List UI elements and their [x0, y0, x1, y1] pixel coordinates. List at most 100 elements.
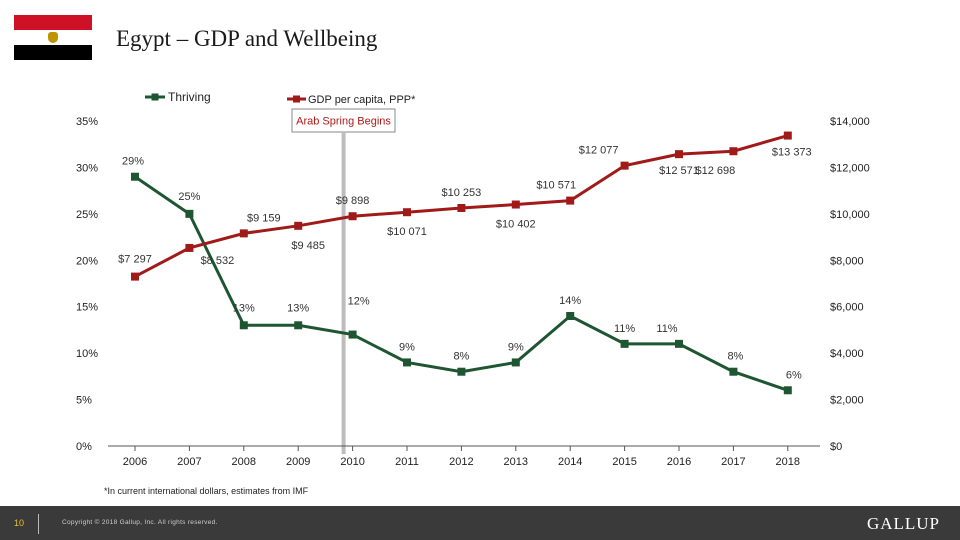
- footer-divider: [38, 514, 39, 534]
- x-tick-label: 2011: [395, 456, 419, 468]
- thriving-data-label: 6%: [786, 369, 802, 381]
- gdp-data-label: $13 373: [772, 147, 812, 159]
- thriving-point: [566, 312, 575, 320]
- gdp-data-label: $9 898: [336, 195, 370, 207]
- gdp-data-label: $10 253: [442, 187, 482, 199]
- legend: Thriving GDP per capita, PPP*: [145, 90, 416, 106]
- y-right-tick-label: $10,000: [830, 209, 870, 221]
- flag-band-black: [14, 45, 92, 60]
- gdp-data-label: $12 698: [696, 165, 736, 177]
- gdp-data-label: $7 297: [118, 254, 152, 266]
- gdp-point: [457, 203, 466, 212]
- thriving-point: [239, 321, 248, 330]
- x-tick-label: 2009: [286, 456, 310, 468]
- x-tick-label: 2015: [612, 456, 636, 468]
- x-tick-label: 2008: [232, 456, 256, 468]
- gdp-point: [131, 272, 139, 281]
- thriving-point: [675, 339, 683, 348]
- y-right-tick-label: $8,000: [830, 255, 864, 267]
- thriving-point: [403, 358, 411, 367]
- thriving-data-label: 8%: [727, 351, 743, 363]
- gdp-data-label: $12 077: [579, 145, 619, 157]
- copyright: Copyright © 2018 Gallup, Inc. All rights…: [62, 519, 218, 526]
- x-tick-label: 2006: [123, 456, 147, 468]
- x-tick-label: 2007: [177, 456, 201, 468]
- eagle-icon: [48, 32, 58, 43]
- y-right-tick-label: $12,000: [830, 162, 870, 174]
- thriving-data-label: 11%: [614, 323, 635, 335]
- gdp-point: [403, 208, 411, 217]
- y-left-tick-label: 0%: [76, 441, 92, 453]
- flag-band-white: [14, 30, 92, 45]
- thriving-series: 29% 25% 13% 13% 12% 9% 8% 9% 14% 11% 11% 8% 6%: [122, 156, 802, 395]
- gdp-data-label: $9 485: [291, 240, 325, 252]
- gdp-data-label: $8 532: [201, 255, 235, 267]
- gdp-data-label: $12 571: [659, 165, 699, 177]
- gdp-point: [294, 221, 303, 230]
- gdp-point: [511, 200, 520, 209]
- thriving-point: [185, 209, 194, 218]
- y-left-tick-label: 35%: [76, 116, 98, 128]
- y-left-tick-label: 10%: [76, 348, 98, 360]
- gallup-logo: GALLUP: [866, 514, 940, 533]
- legend-gdp-label: GDP per capita, PPP*: [308, 94, 416, 106]
- y-left-tick-label: 15%: [76, 302, 98, 314]
- y-left-tick-label: 5%: [76, 395, 92, 407]
- egypt-flag: [14, 15, 92, 60]
- thriving-point: [131, 172, 139, 181]
- gdp-data-label: $9 159: [247, 212, 281, 224]
- thriving-data-label: 12%: [348, 296, 370, 308]
- thriving-point: [783, 386, 792, 395]
- y-right-tick-label: $14,000: [830, 116, 870, 128]
- thriving-data-label: 13%: [287, 302, 309, 314]
- gdp-point: [348, 212, 357, 221]
- x-tick-label: 2010: [340, 456, 364, 468]
- gdp-point: [185, 243, 194, 252]
- x-tick-label: 2013: [504, 456, 528, 468]
- y-left-tick-label: 30%: [76, 162, 98, 174]
- thriving-point: [511, 358, 520, 367]
- y-left-tick-label: 25%: [76, 209, 98, 221]
- gdp-point: [729, 147, 738, 156]
- gdp-data-label: $10 071: [387, 226, 427, 238]
- gdp-point: [675, 150, 683, 159]
- thriving-data-label: 13%: [233, 302, 255, 314]
- thriving-point: [348, 330, 357, 339]
- thriving-data-label: 29%: [122, 156, 144, 168]
- thriving-data-label: 8%: [453, 351, 469, 363]
- footnote: *In current international dollars, estim…: [104, 486, 309, 496]
- thriving-point: [620, 339, 629, 348]
- y-left-tick-label: 20%: [76, 255, 98, 267]
- gdp-wellbeing-chart: Thriving GDP per capita, PPP* Arab Sprin…: [76, 90, 870, 468]
- y-right-tick-label: $2,000: [830, 395, 864, 407]
- gdp-data-label: $10 402: [496, 219, 536, 231]
- y-right-tick-label: $6,000: [830, 302, 864, 314]
- gdp-point: [620, 161, 629, 170]
- gdp-point: [566, 196, 575, 205]
- gdp-point: [239, 229, 248, 238]
- x-tick-label: 2012: [449, 456, 473, 468]
- y-right-tick-label: $4,000: [830, 348, 864, 360]
- x-tick-label: 2018: [776, 456, 800, 468]
- annotation-label: Arab Spring Begins: [296, 116, 391, 128]
- thriving-data-label: 11%: [656, 323, 677, 335]
- x-tick-label: 2016: [667, 456, 691, 468]
- thriving-point: [294, 321, 303, 330]
- x-tick-label: 2014: [558, 456, 582, 468]
- thriving-data-label: 9%: [508, 341, 524, 353]
- arab-spring-annotation: Arab Spring Begins: [291, 108, 396, 454]
- y-right-tick-label: $0: [830, 441, 842, 453]
- footer-bar: 10 Copyright © 2018 Gallup, Inc. All rig…: [0, 506, 960, 540]
- flag-band-red: [14, 15, 92, 30]
- legend-gdp-marker: [293, 95, 300, 103]
- gdp-series: $7 297 $8 532 $9 159 $9 485 $9 898 $10 071 $10…: [118, 131, 812, 281]
- legend-thriving-label: Thriving: [168, 90, 211, 104]
- thriving-data-label: 25%: [178, 191, 200, 203]
- thriving-data-label: 9%: [399, 341, 415, 353]
- page-number: 10: [14, 518, 25, 528]
- legend-thriving-marker: [151, 93, 159, 101]
- gdp-point: [783, 131, 792, 140]
- thriving-point: [457, 367, 466, 376]
- thriving-point: [729, 367, 738, 376]
- gdp-data-label: $10 571: [536, 180, 576, 192]
